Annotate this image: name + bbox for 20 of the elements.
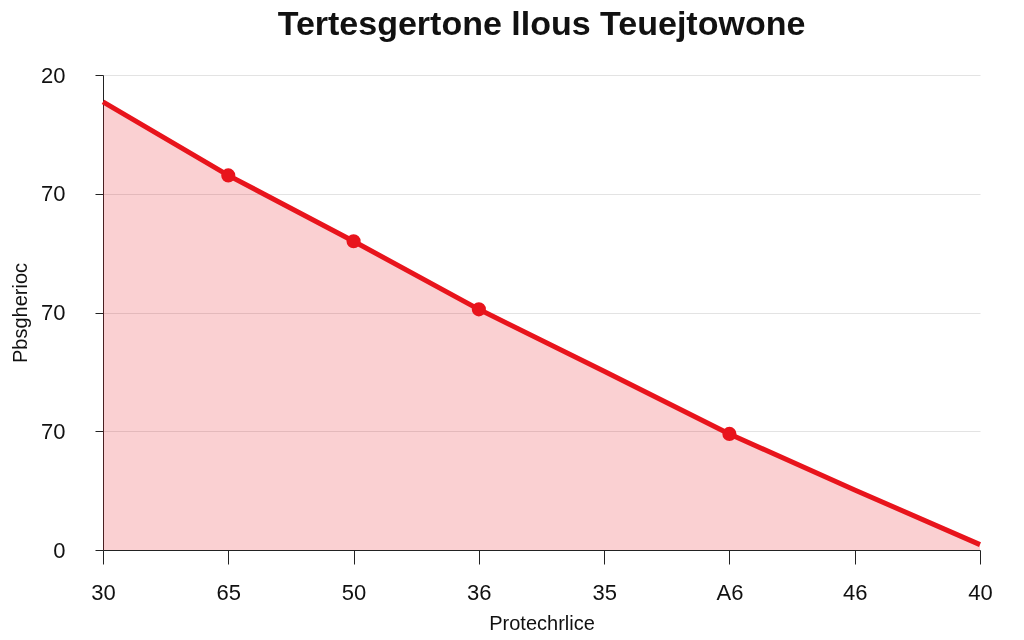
text: 70 xyxy=(41,418,66,444)
x-tick-label: 40 xyxy=(968,579,993,605)
text: 20 xyxy=(41,62,66,88)
x-tick-label: 65 xyxy=(216,579,242,605)
text: 70 xyxy=(41,181,66,207)
point xyxy=(221,168,236,183)
point xyxy=(722,426,737,441)
point xyxy=(346,234,361,249)
x-tick-label: 46 xyxy=(842,579,868,605)
text: 0 xyxy=(53,537,66,563)
text: 70 xyxy=(41,300,66,325)
y-axis-title: Pbsgherioc xyxy=(9,262,32,364)
x-tick-label: 30 xyxy=(91,579,116,605)
x-axis-title: Protechrlice xyxy=(489,611,595,634)
chart-title: Tertesgertone llous Teuejtowone xyxy=(277,4,806,42)
x-tick-label: 50 xyxy=(341,579,367,605)
x-tick-label: A6 xyxy=(716,579,744,605)
point xyxy=(471,302,486,317)
x-tick-label: 35 xyxy=(592,579,617,605)
x-tick-label: 36 xyxy=(467,579,492,605)
